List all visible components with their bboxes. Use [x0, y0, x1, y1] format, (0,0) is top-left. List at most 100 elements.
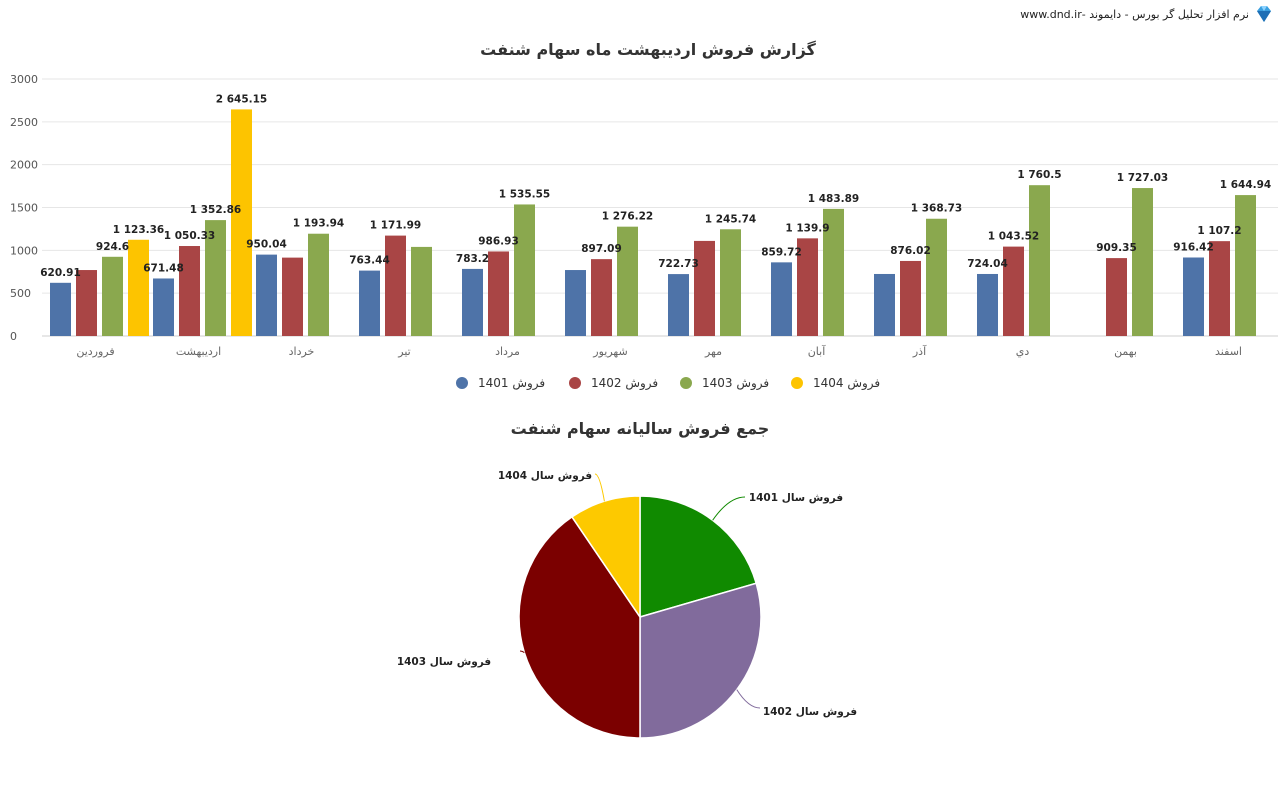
pie-leader-line [712, 496, 746, 521]
pie-chart-title: جمع فروش سالیانه سهام شنفت [511, 419, 770, 438]
bar-value-label: 1 483.89 [808, 193, 859, 205]
bar [385, 235, 406, 336]
bar [231, 109, 252, 336]
bar [771, 262, 792, 336]
bar [411, 246, 432, 336]
pie-slice [570, 495, 641, 620]
legend-item[interactable]: فروش 1403 [680, 376, 769, 391]
bar-value-label: 916.42 [1173, 241, 1214, 253]
bar [694, 240, 715, 336]
bar-value-label: 924.6 [96, 241, 129, 253]
bar-value-label: 724.04 [967, 258, 1008, 270]
bar [720, 229, 741, 336]
bar [282, 257, 303, 336]
bar [1003, 246, 1024, 336]
y-tick-label: 2500 [10, 116, 38, 129]
bar [874, 273, 895, 336]
bar-value-label: 1 043.52 [988, 231, 1039, 243]
bar-value-label: 1 352.86 [190, 204, 241, 216]
y-tick-label: 3000 [10, 73, 38, 86]
y-tick-label: 2000 [10, 159, 38, 172]
bar [514, 204, 535, 336]
bar [102, 256, 123, 336]
bar-value-label: 722.73 [658, 258, 699, 270]
brand-header: نرم افزار تحلیل گر بورس - دایموند -www.d… [1020, 4, 1274, 24]
bar-value-label: 1 644.94 [1220, 179, 1271, 191]
bar [179, 246, 200, 336]
bar [565, 270, 586, 336]
bar [591, 259, 612, 336]
bar-value-label: 859.72 [761, 246, 802, 258]
pie-slice-label: فروش سال 1404 [498, 470, 592, 482]
bar-value-label: 1 727.03 [1117, 172, 1168, 184]
bar-series [50, 109, 1256, 336]
bar [205, 220, 226, 336]
bar-value-label: 783.2 [456, 253, 489, 265]
bar-value-label: 950.04 [246, 239, 287, 251]
bar-value-label: 1 276.22 [602, 211, 653, 223]
bar-value-label: 2 645.15 [216, 93, 267, 105]
bar-value-label: 1 139.9 [785, 222, 829, 234]
bar-value-labels: 620.91 924.6 1 123.36 671.48 1 050.33 1 352.8… [40, 93, 1271, 278]
legend-item[interactable]: فروش 1401 [456, 376, 545, 391]
y-axis-ticks: 0 500 1000 1500 2000 2500 3000 [10, 73, 38, 343]
bar [797, 238, 818, 336]
pie-slice [639, 495, 758, 618]
bar-value-label: 1 760.5 [1017, 169, 1061, 181]
pie-leader-line [736, 689, 761, 709]
y-tick-label: 1000 [10, 244, 38, 257]
x-category-label: مهر [704, 345, 722, 358]
bar-value-label: 1 193.94 [293, 218, 344, 230]
pie-leader-line [594, 473, 605, 502]
legend-label: فروش 1401 [478, 376, 545, 391]
bar [128, 239, 149, 336]
bar [1235, 195, 1256, 336]
bar-value-label: 1 107.2 [1197, 225, 1241, 237]
bar-value-label: 1 245.74 [705, 213, 756, 225]
legend-item[interactable]: فروش 1404 [791, 376, 880, 391]
x-category-label: بهمن [1114, 345, 1137, 358]
bar [1209, 241, 1230, 336]
legend-marker [791, 377, 803, 389]
bar [900, 260, 921, 336]
legend-marker [456, 377, 468, 389]
bar [977, 273, 998, 336]
bar-value-label: 671.48 [143, 262, 184, 274]
bar-value-label: 1 171.99 [370, 220, 421, 232]
x-category-label: تیر [397, 345, 410, 358]
y-tick-label: 0 [10, 330, 17, 343]
bar [668, 274, 689, 336]
x-category-label: فروردین [76, 345, 114, 358]
y-tick-label: 500 [10, 287, 31, 300]
bar [153, 278, 174, 336]
legend-label: فروش 1403 [702, 376, 769, 391]
legend-marker [680, 377, 692, 389]
bar-value-label: 986.93 [478, 235, 519, 247]
bar [308, 233, 329, 336]
bar [926, 218, 947, 336]
x-category-label: مرداد [495, 345, 520, 358]
x-axis-categories: فروردین اردیبهشت خرداد تیر مرداد شهریور مهر آبا… [76, 344, 1242, 358]
bar-chart-legend: فروش 1401 فروش 1402 فروش 1403 فروش 1404 [456, 376, 880, 391]
x-category-label: آذر [912, 344, 927, 358]
legend-label: فروش 1402 [591, 376, 658, 391]
bar [50, 282, 71, 336]
pie-slice-label: فروش سال 1403 [397, 656, 491, 668]
pie-slice-label: فروش سال 1401 [749, 492, 843, 504]
bar [1132, 188, 1153, 336]
bar [1106, 258, 1127, 336]
x-category-label: خرداد [289, 345, 315, 358]
legend-item[interactable]: فروش 1402 [569, 376, 658, 391]
bar-value-label: 763.44 [349, 255, 390, 267]
bar [823, 208, 844, 336]
x-category-label: شهریور [592, 345, 627, 358]
bar-chart-title: گزارش فروش اردیبهشت ماه سهام شنفت [480, 40, 816, 59]
x-category-label: اسفند [1215, 345, 1242, 358]
bar-value-label: 1 050.33 [164, 230, 215, 242]
legend-label: فروش 1404 [813, 376, 880, 391]
pie-labels: فروش سال 1401 فروش سال 1402 فروش سال 1403 ف… [397, 470, 857, 718]
pie-slices [518, 495, 762, 739]
bar [617, 226, 638, 336]
pie-slice [518, 515, 641, 739]
bar-chart: گزارش فروش اردیبهشت ماه سهام شنفت 0 500 10… [10, 40, 1278, 391]
